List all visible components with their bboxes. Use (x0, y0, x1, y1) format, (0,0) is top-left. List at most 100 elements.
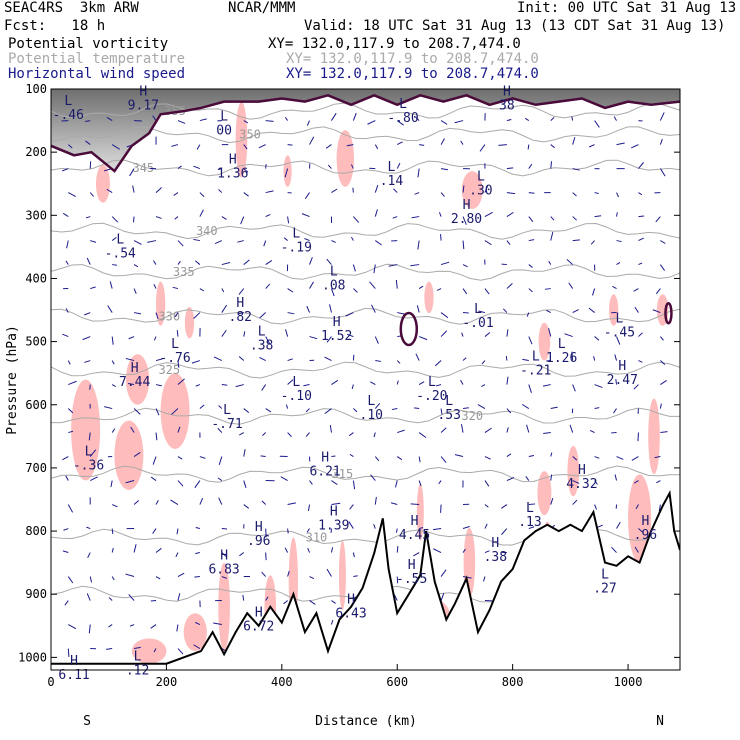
isentrope-line (51, 407, 680, 425)
pv-extremum-value: 6.83 (208, 562, 239, 577)
wind-vector (221, 262, 231, 266)
wind-vector (331, 455, 336, 458)
wind-vector (374, 336, 379, 344)
wind-vector (566, 259, 574, 265)
wind-vector (594, 192, 599, 195)
wind-vector (68, 624, 77, 630)
wind-vector (588, 144, 595, 148)
wind-vector (283, 600, 288, 605)
pv-low-marker: L (258, 324, 266, 339)
wind-vector (396, 120, 404, 126)
wind-vector (638, 528, 644, 534)
wind-vector (243, 144, 248, 150)
wind-vector (460, 424, 464, 433)
wind-vector (237, 240, 244, 243)
isentrope-line (51, 361, 680, 379)
wind-vector (572, 192, 577, 197)
pv-extremum-value: 6.11 (58, 668, 89, 683)
pv-positive-region (567, 445, 580, 497)
plot-frame (50, 88, 681, 671)
y-tick-label: 800 (25, 524, 47, 538)
wind-vector (309, 480, 313, 485)
wind-vector (331, 240, 336, 243)
wind-vector (388, 264, 398, 267)
wind-vector (306, 305, 310, 313)
isentrope-label: 330 (158, 309, 180, 323)
wind-vector (481, 360, 486, 365)
pv-low-marker: L (558, 337, 566, 352)
wind-vector (397, 312, 406, 315)
wind-vector (301, 213, 310, 218)
wind-vector (177, 360, 180, 368)
wind-vector (153, 336, 157, 341)
wind-vector (155, 384, 162, 387)
wind-vector (569, 424, 574, 433)
wind-vector (572, 480, 580, 484)
wind-vector (415, 353, 420, 361)
wind-vector (351, 384, 354, 390)
wind-vector (374, 456, 380, 462)
wind-vector (484, 480, 490, 487)
wind-vector (174, 216, 179, 220)
wind-vector (502, 308, 508, 313)
wind-vector (133, 288, 137, 294)
wind-vector (349, 453, 354, 457)
wind-vector (111, 236, 117, 241)
pv-high-marker: H (491, 536, 499, 551)
wind-vector (572, 137, 576, 145)
wind-vector (433, 548, 442, 553)
pv-positive-region (156, 281, 166, 326)
wind-vector (111, 336, 114, 345)
wind-vector (440, 312, 449, 319)
pv-extremum-value: -.36 (73, 458, 104, 473)
pv-extremum-value: -.46 (53, 108, 84, 123)
wind-vector (418, 456, 421, 463)
wind-vector (484, 211, 493, 218)
wind-vector (170, 499, 179, 505)
wind-vector (410, 264, 420, 267)
wind-vector (155, 216, 162, 219)
pv-extremum-value: 38 (499, 98, 515, 113)
wind-vector (153, 648, 157, 653)
wind-vector (330, 547, 334, 553)
wind-vector (243, 168, 249, 173)
isentrope-line (51, 126, 680, 144)
wind-vector (265, 259, 273, 265)
wind-vector (652, 309, 661, 314)
pv-low-marker: L (399, 97, 407, 112)
wind-vector (484, 185, 489, 193)
wind-vector (127, 382, 135, 386)
pv-low-marker: L (532, 350, 540, 365)
x-tick-label: 600 (386, 675, 408, 689)
pv-positive-region (95, 164, 110, 203)
wind-vector (498, 144, 507, 146)
wind-vector (440, 408, 443, 415)
wind-vector (88, 624, 91, 634)
wind-vector (221, 216, 227, 220)
wind-vector (67, 408, 74, 414)
pv-positive-region (71, 379, 101, 481)
wind-vector (616, 456, 624, 460)
wind-vector (329, 425, 332, 433)
wind-vector (594, 215, 602, 218)
wind-vector (199, 118, 207, 122)
wind-vector (89, 576, 93, 583)
wind-vector (370, 474, 376, 481)
wind-vector (177, 648, 184, 655)
wind-vector (87, 552, 91, 558)
pv-low-marker: L (292, 375, 300, 390)
isentrope-line (51, 465, 680, 483)
pv-low-marker: L (292, 226, 300, 241)
wind-vector (221, 576, 227, 579)
wind-vector (284, 168, 289, 178)
wind-vector (506, 376, 509, 385)
wind-vector (85, 216, 91, 219)
wind-vector (659, 168, 666, 177)
wind-vector (259, 312, 267, 319)
wind-vector (309, 257, 313, 265)
wind-vector (63, 528, 69, 531)
pv-extremum-value: .30 (469, 184, 492, 199)
wind-vector (303, 384, 310, 387)
wind-vector (129, 624, 135, 627)
wind-vector (655, 288, 661, 295)
